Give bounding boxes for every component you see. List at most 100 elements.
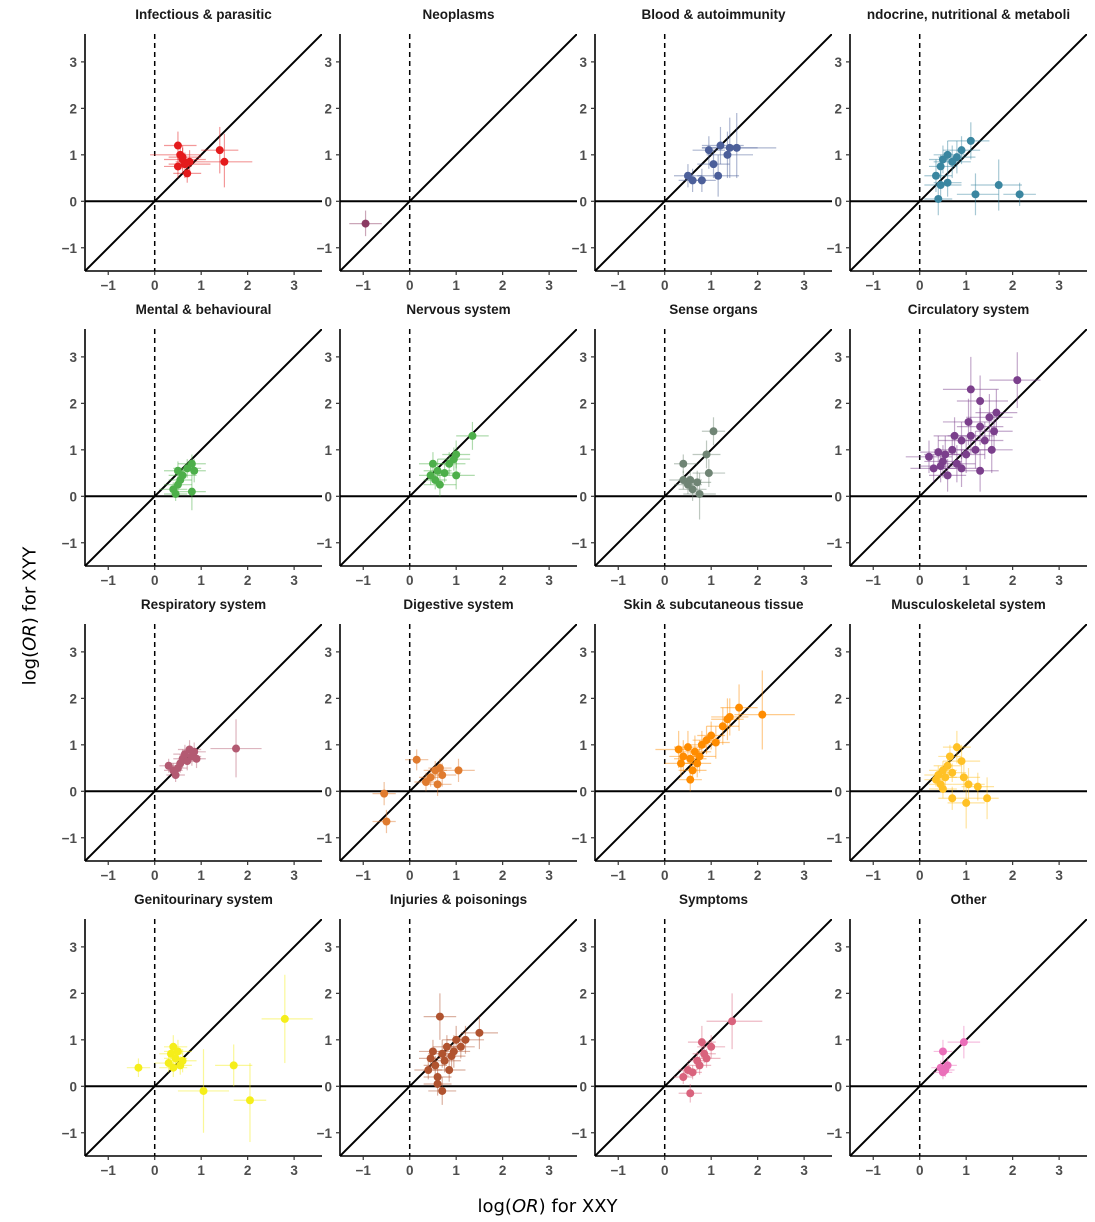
y-tick-label: 0 (324, 1079, 332, 1094)
data-point (183, 169, 192, 178)
y-tick-label: 2 (69, 396, 77, 411)
data-point (475, 1028, 484, 1037)
y-tick-label: −1 (572, 241, 588, 256)
x-tick-label: 0 (151, 868, 159, 883)
data-point (931, 171, 940, 180)
data-point (187, 459, 196, 468)
x-tick-label: 3 (800, 868, 808, 883)
x-tick-label: 1 (452, 1163, 460, 1178)
data-point (215, 146, 224, 155)
data-point (428, 1047, 437, 1056)
panel-title: Sense organs (669, 302, 758, 317)
data-point (987, 445, 996, 454)
panel: Injuries & poisonings −1 −1 0 0 1 1 2 2 3 3 (317, 892, 577, 1178)
y-tick-label: 3 (69, 350, 77, 365)
panel-plot-area (850, 624, 1087, 861)
data-point (232, 744, 241, 753)
panel-title: Musculoskeletal system (891, 597, 1046, 612)
data-point (688, 485, 697, 494)
x-tick-label: 3 (1055, 573, 1063, 588)
x-tick-label: 3 (1055, 1163, 1063, 1178)
x-tick-label: 3 (1055, 868, 1063, 883)
data-point (994, 181, 1003, 190)
x-tick-label: 2 (754, 573, 762, 588)
x-tick-label: 3 (545, 868, 553, 883)
data-point (412, 755, 421, 764)
y-tick-label: 2 (579, 101, 587, 116)
y-tick-label: 3 (324, 55, 332, 70)
x-tick-label: 3 (290, 573, 298, 588)
data-point (199, 1086, 208, 1095)
panel-title: ndocrine, nutritional & metaboli (867, 7, 1070, 22)
data-point (941, 773, 950, 782)
y-tick-label: −1 (317, 831, 333, 846)
data-point (934, 194, 943, 203)
data-point (948, 794, 957, 803)
data-point (945, 752, 954, 761)
data-point (948, 445, 957, 454)
x-tick-label: 0 (661, 278, 669, 293)
panel-plot-area (595, 34, 832, 271)
y-tick-label: −1 (317, 536, 333, 551)
data-point (454, 766, 463, 775)
data-point (185, 157, 194, 166)
y-tick-label: 3 (579, 350, 587, 365)
data-point (943, 471, 952, 480)
x-tick-label: −1 (356, 573, 372, 588)
panel: Mental & behavioural −1 −1 0 0 1 1 2 2 3 3 (62, 302, 322, 588)
panel-plot-area (340, 919, 577, 1156)
data-point (440, 469, 449, 478)
data-point (943, 761, 952, 770)
data-point (707, 1042, 716, 1051)
x-axis-title-suffix: ) for XXY (538, 1196, 618, 1217)
data-point (178, 1056, 187, 1065)
y-tick-label: 0 (69, 784, 77, 799)
x-tick-label: 2 (1009, 868, 1017, 883)
data-point (936, 181, 945, 190)
data-point (709, 160, 718, 169)
x-tick-label: −1 (356, 1163, 372, 1178)
data-point (688, 1068, 697, 1077)
x-tick-label: 3 (545, 278, 553, 293)
y-tick-label: 0 (69, 489, 77, 504)
x-tick-label: 3 (1055, 278, 1063, 293)
x-tick-label: 3 (800, 573, 808, 588)
panel-plot-area (595, 919, 832, 1156)
x-tick-label: 3 (290, 1163, 298, 1178)
data-point (966, 136, 975, 145)
x-tick-label: 3 (800, 278, 808, 293)
data-point (674, 745, 683, 754)
data-point (943, 150, 952, 159)
data-point (280, 1014, 289, 1023)
data-point (382, 817, 391, 826)
panel-title: Respiratory system (141, 597, 266, 612)
panel-plot-area (340, 34, 577, 271)
panel-plot-area (85, 919, 322, 1156)
x-tick-label: 3 (800, 1163, 808, 1178)
x-tick-label: 2 (244, 1163, 252, 1178)
y-tick-label: 1 (69, 1033, 77, 1048)
y-tick-label: 1 (579, 1033, 587, 1048)
y-tick-label: 3 (834, 645, 842, 660)
y-tick-label: −1 (62, 241, 78, 256)
data-point (732, 143, 741, 152)
x-tick-label: 1 (452, 868, 460, 883)
y-tick-label: 1 (69, 738, 77, 753)
y-tick-label: 1 (324, 738, 332, 753)
data-point (973, 782, 982, 791)
data-point (686, 476, 695, 485)
y-tick-label: 2 (834, 101, 842, 116)
data-point (190, 466, 199, 475)
panel: Skin & subcutaneous tissue −1 −1 0 0 1 1 2 2 3 3 (572, 597, 832, 883)
x-axis-title-prefix: log( (477, 1196, 512, 1217)
x-tick-label: 1 (707, 1163, 715, 1178)
y-tick-label: 0 (324, 194, 332, 209)
y-tick-label: 3 (69, 940, 77, 955)
data-point (171, 1054, 180, 1063)
y-tick-label: 0 (69, 1079, 77, 1094)
y-tick-label: 3 (834, 55, 842, 70)
data-point (957, 436, 966, 445)
data-point (440, 1056, 449, 1065)
identity-line (595, 919, 832, 1156)
x-tick-label: 1 (962, 573, 970, 588)
